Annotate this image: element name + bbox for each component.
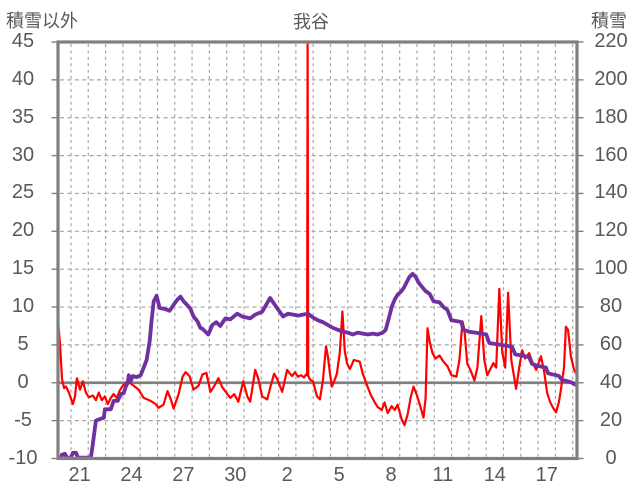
right-axis-tick: 0	[605, 446, 617, 469]
x-axis-tick: 17	[535, 464, 558, 486]
purple-line	[59, 272, 576, 457]
x-axis-tick: 24	[120, 464, 143, 486]
left-axis-tick: 10	[11, 295, 35, 318]
right-axis-tick: 180	[594, 105, 628, 128]
left-axis-tick: 20	[11, 219, 35, 242]
left-axis-tick: 5	[17, 332, 29, 355]
right-axis-title: 積雪	[591, 11, 627, 31]
x-axis-tick: 27	[172, 464, 195, 486]
right-axis-tick: 20	[599, 408, 623, 431]
right-axis-tick: 200	[594, 67, 628, 90]
left-axis-tick: 0	[17, 370, 29, 393]
right-axis-tick: 120	[594, 219, 628, 242]
left-axis-tick: -5	[14, 408, 32, 431]
left-axis-tick: 30	[11, 143, 35, 166]
right-axis-tick: 160	[594, 143, 628, 166]
x-axis-tick: 30	[224, 464, 247, 486]
x-axis-tick: 14	[483, 464, 506, 486]
x-axis-tick: 5	[333, 464, 345, 486]
left-axis-tick: 25	[11, 181, 35, 204]
left-axis-tick: 35	[11, 105, 35, 128]
right-axis-tick: 60	[599, 332, 623, 355]
left-axis-tick: 40	[11, 67, 35, 90]
x-axis-tick: 21	[68, 464, 91, 486]
right-axis-tick: 100	[594, 257, 628, 280]
right-axis-tick: 140	[594, 181, 628, 204]
x-axis-tick: 11	[432, 464, 454, 486]
right-axis-tick: 80	[599, 295, 623, 318]
red-line	[59, 43, 576, 427]
left-axis-title: 積雪以外	[6, 11, 78, 31]
x-axis-tick: 8	[385, 464, 397, 486]
left-axis-tick: 15	[11, 257, 35, 280]
left-axis-tick: -10	[8, 446, 38, 469]
right-axis-tick: 40	[599, 370, 623, 393]
right-axis-tick: 220	[594, 30, 628, 52]
left-axis-tick: 45	[11, 30, 35, 52]
x-axis-tick: 2	[281, 464, 293, 486]
chart-title: 我谷	[293, 12, 329, 32]
